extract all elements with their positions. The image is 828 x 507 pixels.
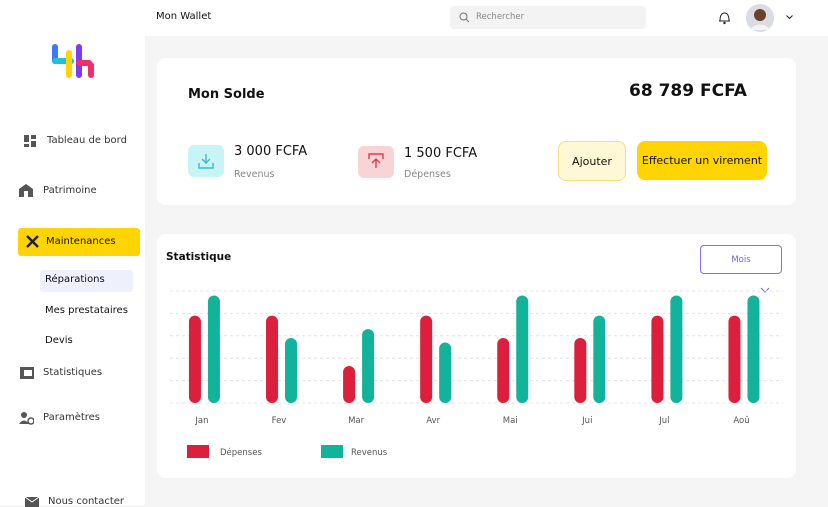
active-subnav[interactable]	[40, 270, 133, 292]
bar	[728, 315, 741, 403]
x-tick-label: Fev	[272, 416, 287, 426]
chart-card: Statistique Mois Jan Fev Mar Avr Mai Jui Jul Ao…	[157, 234, 796, 478]
x-tick-label: Mai	[503, 416, 518, 426]
bar	[266, 315, 279, 403]
balance-title: Mon Solde	[188, 87, 265, 102]
chart: Jan Fev Mar Avr Mai Jui Jul Aoû Dépenses Revenus	[170, 287, 783, 458]
income-icon	[188, 145, 224, 177]
bar	[420, 315, 433, 403]
nav-item[interactable]: Nous contacter	[48, 496, 125, 507]
transfer-button[interactable]: Effectuer un virement	[637, 141, 767, 180]
search-placeholder: Rechercher	[476, 12, 525, 22]
search-icon	[459, 12, 470, 23]
income-amount: 3 000 FCFA	[234, 144, 308, 159]
top-bar: Mon Wallet Rechercher	[145, 0, 828, 36]
x-tick-label: Jui	[581, 416, 592, 426]
subnav-item[interactable]: Mes prestataires	[45, 305, 128, 316]
search-box[interactable]: Rechercher	[450, 6, 646, 29]
income-label: Revenus	[234, 169, 275, 180]
legend-label: Revenus	[351, 448, 388, 458]
chart-title: Statistique	[166, 251, 232, 263]
bar	[439, 342, 452, 403]
expense-icon	[358, 146, 394, 178]
subnav-item[interactable]: Réparations	[45, 274, 105, 285]
expense-label: Dépenses	[404, 169, 451, 180]
x-tick-label: Jan	[194, 416, 208, 426]
nav-item[interactable]: Statistiques	[43, 367, 103, 378]
chevron[interactable]	[786, 15, 793, 20]
bar	[188, 315, 201, 403]
subnav-item[interactable]: Devis	[45, 335, 73, 346]
legend-swatch	[187, 445, 209, 458]
bar	[362, 329, 375, 403]
nav-item[interactable]: Maintenances	[46, 236, 116, 247]
bar	[207, 295, 220, 403]
avatar[interactable]	[745, 3, 775, 33]
x-tick-label: Aoû	[733, 416, 749, 426]
x-tick-label: Avr	[426, 416, 440, 426]
balance-total: 68 789 FCFA	[629, 81, 747, 101]
mail-icon	[25, 497, 39, 507]
dashboard-icon	[24, 135, 36, 147]
bar	[651, 315, 664, 403]
balance-card: Mon Solde 68 789 FCFA 3 000 FCFA Revenus…	[157, 58, 796, 205]
x-tick-label: Mar	[348, 416, 365, 426]
nav-item[interactable]: Patrimoine	[43, 185, 97, 196]
sidebar: Tableau de bord Patrimoine Maintenances …	[0, 0, 145, 507]
bar	[343, 366, 356, 403]
tools-icon	[26, 235, 39, 248]
bar	[516, 295, 529, 403]
legend-swatch	[321, 445, 343, 458]
logo	[52, 44, 94, 78]
nav-item[interactable]: Paramètres	[43, 412, 101, 423]
period-select[interactable]: Mois	[700, 245, 782, 274]
home-icon	[19, 184, 33, 197]
x-tick-label: Jul	[658, 416, 669, 426]
nav-item[interactable]: Tableau de bord	[47, 135, 127, 146]
page-title: Mon Wallet	[156, 11, 212, 22]
bar	[574, 338, 587, 403]
bar	[285, 338, 298, 403]
dropdown-chevron	[760, 287, 770, 293]
stats-icon	[20, 367, 34, 379]
expense-amount: 1 500 FCFA	[404, 146, 478, 161]
add-button[interactable]: Ajouter	[558, 141, 626, 181]
bar	[593, 315, 606, 403]
bar	[497, 338, 510, 403]
bar	[747, 295, 760, 403]
active-nav[interactable]	[18, 228, 140, 256]
bar	[670, 295, 683, 403]
bell-icon[interactable]	[718, 11, 731, 25]
legend-label: Dépenses	[220, 447, 262, 458]
settings-icon	[19, 412, 34, 425]
